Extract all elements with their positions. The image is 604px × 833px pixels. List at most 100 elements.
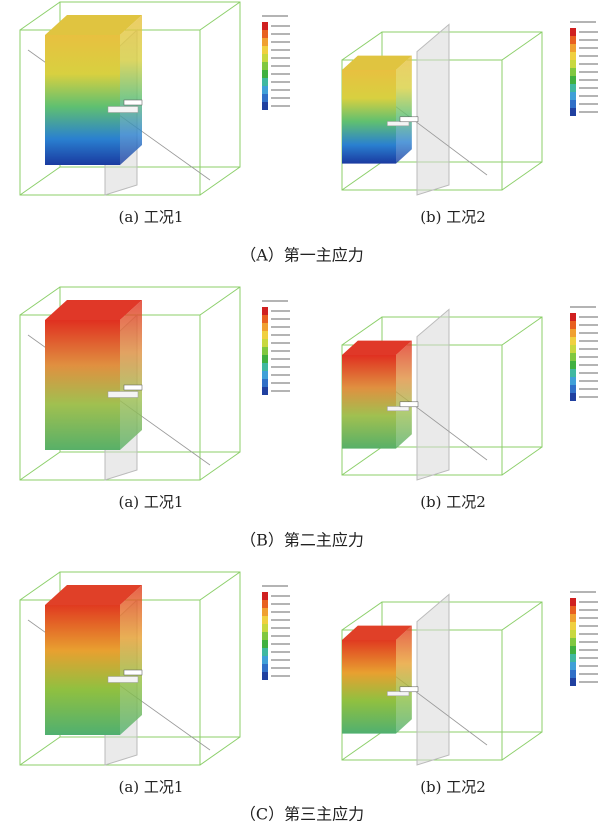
probe-label	[400, 687, 418, 692]
group-title: （C）第三主应力	[240, 805, 364, 824]
legend-swatch	[570, 369, 576, 377]
wireframe	[20, 2, 60, 30]
joint-gap	[387, 406, 409, 410]
legend-swatch	[262, 102, 268, 110]
legend-swatch	[570, 622, 576, 630]
joint-gap	[387, 121, 409, 125]
legend-swatch	[262, 22, 268, 30]
legend-swatch	[570, 670, 576, 678]
legend-swatch	[262, 38, 268, 46]
legend-swatch	[570, 598, 576, 606]
panel-caption: (b) 工况2	[420, 493, 486, 511]
legend-swatch	[262, 592, 268, 600]
legend-swatch	[570, 100, 576, 108]
legend-swatch	[570, 28, 576, 36]
legend-swatch	[262, 632, 268, 640]
legend-swatch	[570, 337, 576, 345]
legend-swatch	[570, 52, 576, 60]
wireframe	[20, 287, 60, 315]
legend-swatch	[262, 78, 268, 86]
probe-label	[400, 402, 418, 407]
legend-swatch	[262, 363, 268, 371]
legend-swatch	[570, 385, 576, 393]
block-front	[342, 355, 396, 449]
panel-caption: (b) 工况2	[420, 778, 486, 796]
legend-swatch	[262, 347, 268, 355]
legend-swatch	[570, 76, 576, 84]
legend-swatch	[262, 624, 268, 632]
legend-swatch	[570, 393, 576, 401]
panel-caption: (a) 工况1	[119, 208, 184, 226]
figure-group: (a) 工况1(b) 工况2（A）第一主应力	[20, 2, 598, 265]
legend-swatch	[262, 315, 268, 323]
legend-swatch	[570, 345, 576, 353]
legend-swatch	[570, 353, 576, 361]
wireframe	[342, 162, 382, 190]
wireframe	[200, 167, 240, 195]
wireframe	[200, 572, 240, 600]
fea-render	[342, 592, 598, 765]
legend-swatch	[262, 62, 268, 70]
group-title: （A）第一主应力	[240, 246, 364, 265]
wireframe	[200, 2, 240, 30]
legend-swatch	[570, 678, 576, 686]
block-front	[342, 640, 396, 734]
probe-label	[124, 670, 142, 675]
fea-render	[342, 22, 598, 195]
wireframe	[502, 447, 542, 475]
legend-swatch	[262, 86, 268, 94]
legend-swatch	[262, 323, 268, 331]
wireframe	[200, 737, 240, 765]
legend-swatch	[262, 94, 268, 102]
wireframe	[502, 732, 542, 760]
legend-swatch	[570, 44, 576, 52]
legend-swatch	[570, 108, 576, 116]
legend-swatch	[570, 329, 576, 337]
legend-swatch	[570, 313, 576, 321]
legend-swatch	[570, 60, 576, 68]
wireframe	[502, 32, 542, 60]
block-side	[120, 585, 142, 735]
legend-swatch	[570, 638, 576, 646]
fea-render	[20, 572, 290, 765]
legend-swatch	[262, 371, 268, 379]
legend-swatch	[262, 656, 268, 664]
legend-swatch	[262, 608, 268, 616]
legend-swatch	[262, 46, 268, 54]
legend-swatch	[570, 361, 576, 369]
block-side	[396, 626, 412, 734]
wireframe	[502, 162, 542, 190]
legend-swatch	[262, 331, 268, 339]
joint-gap	[108, 107, 138, 113]
figure: (a) 工况1(b) 工况2（A）第一主应力(a) 工况1(b) 工况2（B）第…	[0, 0, 604, 829]
probe-label	[124, 385, 142, 390]
legend-swatch	[262, 54, 268, 62]
figure-group: (a) 工况1(b) 工况2（C）第三主应力	[20, 572, 598, 824]
legend-swatch	[262, 648, 268, 656]
legend-swatch	[262, 70, 268, 78]
legend-swatch	[570, 68, 576, 76]
legend-swatch	[262, 30, 268, 38]
legend-swatch	[262, 616, 268, 624]
section-plane	[417, 24, 449, 195]
probe-label	[400, 117, 418, 122]
block-side	[396, 56, 412, 164]
block-side	[396, 341, 412, 449]
legend-swatch	[262, 307, 268, 315]
legend-swatch	[570, 36, 576, 44]
probe-label	[124, 100, 142, 105]
block-front	[342, 70, 396, 164]
wireframe	[502, 317, 542, 345]
legend-swatch	[570, 84, 576, 92]
block-front	[45, 605, 120, 735]
legend-swatch	[262, 355, 268, 363]
wireframe	[20, 572, 60, 600]
legend-swatch	[570, 662, 576, 670]
wireframe	[342, 447, 382, 475]
fea-render	[342, 307, 598, 480]
wireframe	[200, 287, 240, 315]
legend-swatch	[570, 606, 576, 614]
joint-gap	[108, 392, 138, 398]
legend-swatch	[570, 377, 576, 385]
fea-render	[20, 287, 290, 480]
